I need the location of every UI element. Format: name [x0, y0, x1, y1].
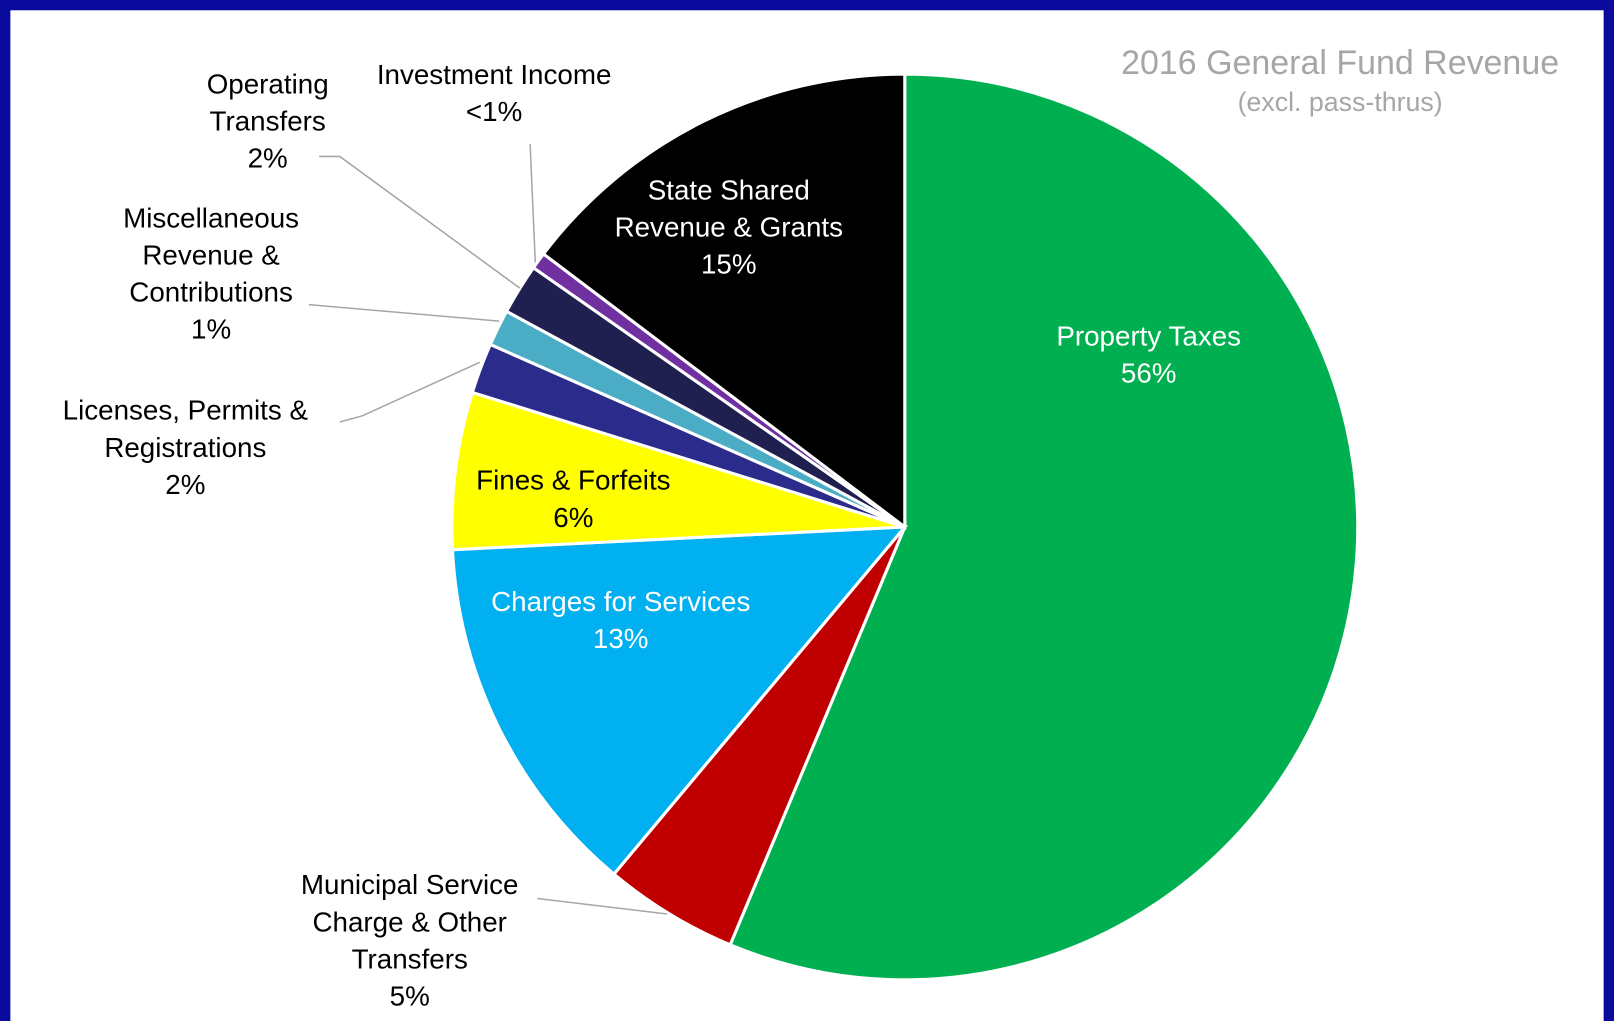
slice-label: Miscellaneous Revenue & Contributions: [123, 203, 299, 308]
slice-label: Charges for Services: [491, 587, 750, 618]
slice-label: Licenses, Permits & Registrations: [63, 395, 309, 463]
chart-title: 2016 General Fund Revenue: [1121, 44, 1559, 82]
leader-line: [339, 361, 481, 423]
slice-value-label: 5%: [390, 981, 430, 1012]
leader-line: [308, 303, 500, 322]
pie-slice: [728, 72, 1360, 982]
slice-value-label: 56%: [1121, 358, 1177, 389]
slice-label: Property Taxes: [1056, 321, 1241, 352]
slice-label: Fines & Forfeits: [476, 465, 670, 496]
pie-slice: [541, 72, 907, 531]
slice-value-label: <1%: [466, 97, 522, 128]
slice-value-label: 2%: [165, 469, 205, 500]
leader-line: [319, 155, 521, 289]
slice-label: State Shared Revenue & Grants: [615, 175, 843, 243]
slice-label: Operating Transfers: [207, 69, 329, 137]
slice-label: Municipal Service Charge & Other Transfers: [301, 870, 519, 975]
slice-value-label: 6%: [553, 502, 593, 533]
pie-slice: [450, 525, 909, 877]
pie-slice: [450, 390, 906, 552]
leader-line: [529, 144, 537, 263]
slice-label: Investment Income: [377, 60, 612, 91]
slice-value-label: 15%: [701, 249, 757, 280]
slice-value-label: 13%: [593, 624, 649, 655]
slice-value-label: 1%: [191, 314, 231, 345]
chart-subtitle: (excl. pass-thrus): [1238, 87, 1443, 117]
leader-line: [537, 897, 668, 915]
slice-value-label: 2%: [248, 143, 288, 174]
